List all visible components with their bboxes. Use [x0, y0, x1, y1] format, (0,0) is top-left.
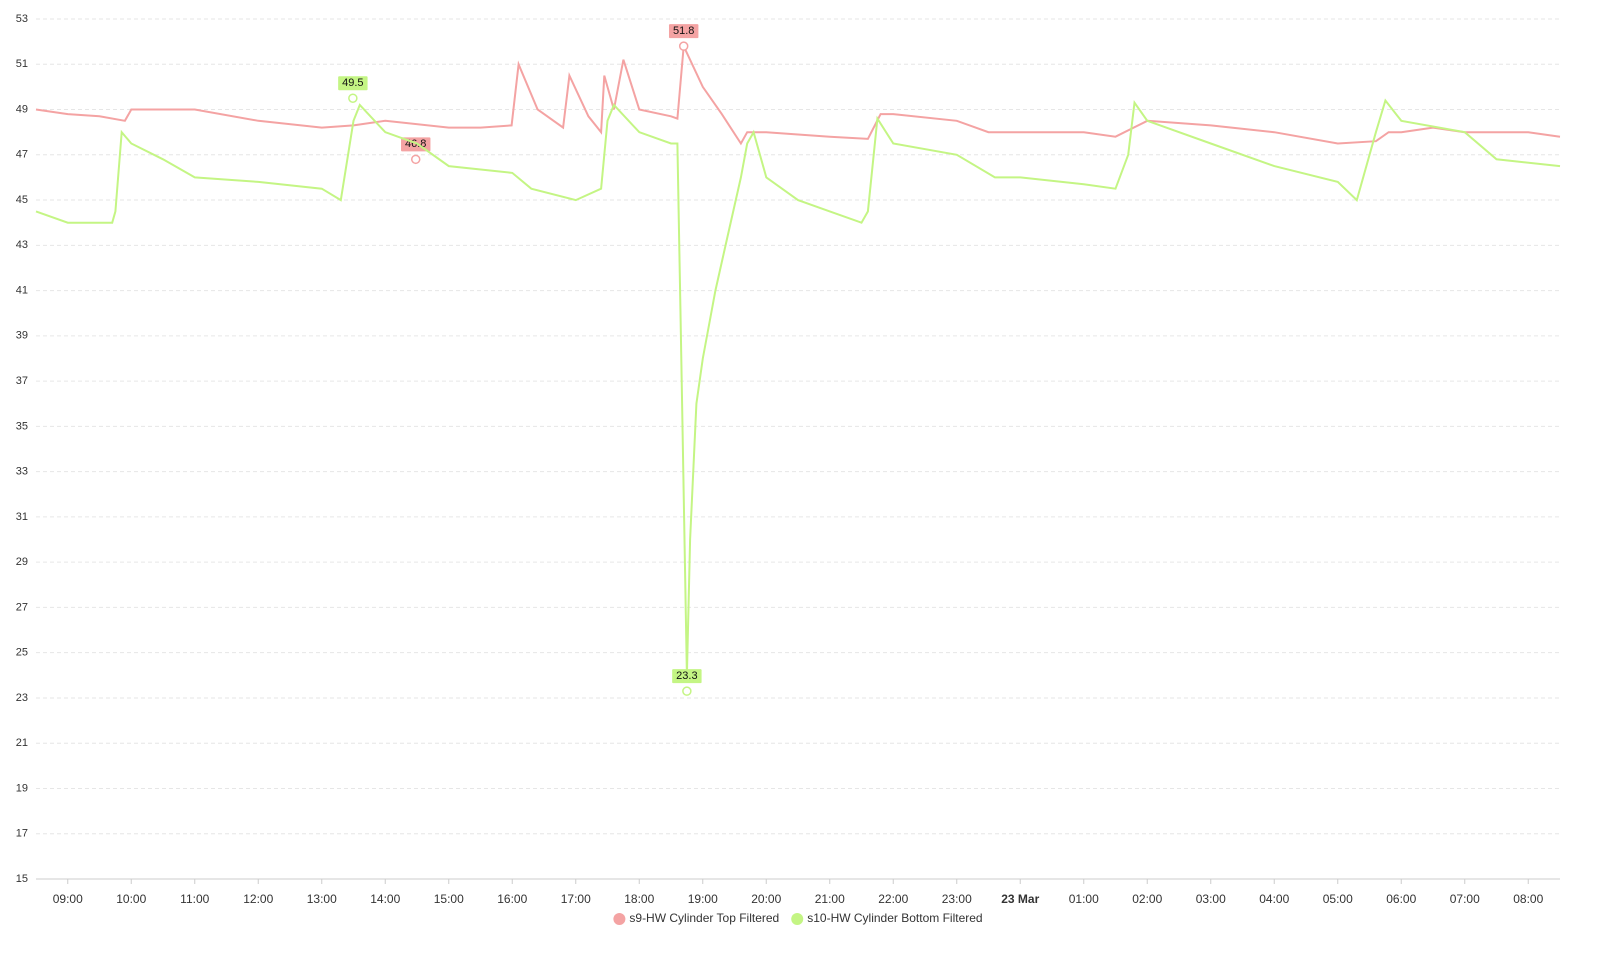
x-tick-label: 01:00 — [1069, 892, 1099, 906]
x-tick-label: 17:00 — [561, 892, 591, 906]
y-tick-label: 31 — [16, 511, 28, 523]
y-tick-label: 17 — [16, 828, 28, 840]
x-tick-label: 04:00 — [1259, 892, 1289, 906]
x-tick-label: 16:00 — [497, 892, 527, 906]
legend-swatch — [613, 913, 626, 925]
data-label-text: 49.5 — [342, 77, 363, 89]
y-tick-label: 23 — [16, 692, 28, 704]
legend-label: s10-HW Cylinder Bottom Filtered — [807, 911, 982, 925]
x-tick-label: 23 Mar — [1001, 892, 1039, 906]
x-tick-label: 19:00 — [688, 892, 718, 906]
x-tick-label: 03:00 — [1196, 892, 1226, 906]
x-tick-label: 15:00 — [434, 892, 464, 906]
x-tick-label: 02:00 — [1132, 892, 1162, 906]
legend-swatch — [791, 913, 804, 925]
x-tick-label: 13:00 — [307, 892, 337, 906]
data-label-box — [668, 24, 699, 39]
y-tick-label: 35 — [16, 420, 28, 432]
x-tick-label: 08:00 — [1513, 892, 1543, 906]
y-tick-label: 15 — [16, 873, 28, 885]
y-tick-label: 29 — [16, 556, 28, 568]
x-tick-label: 22:00 — [878, 892, 908, 906]
x-tick-label: 23:00 — [942, 892, 972, 906]
data-label: 23.3 — [672, 669, 702, 684]
y-tick-label: 41 — [16, 284, 28, 296]
data-label: 49.5 — [338, 76, 368, 91]
y-tick-label: 43 — [16, 239, 28, 251]
series-line — [35, 98, 1561, 676]
x-tick-label: 11:00 — [180, 892, 209, 906]
data-label-box — [338, 76, 368, 91]
marker — [348, 93, 358, 103]
marker — [682, 686, 692, 696]
series-line — [35, 42, 1561, 146]
y-tick-label: 53 — [16, 13, 28, 25]
x-tick-label: 05:00 — [1323, 892, 1353, 906]
y-tick-label: 45 — [16, 194, 28, 206]
y-tick-label: 19 — [16, 782, 28, 794]
data-label-text: 51.8 — [673, 25, 694, 37]
x-tick-label: 20:00 — [751, 892, 781, 906]
y-tick-label: 27 — [16, 601, 28, 613]
y-tick-label: 51 — [16, 58, 28, 70]
y-tick-label: 47 — [16, 149, 28, 161]
y-tick-label: 33 — [16, 466, 28, 478]
y-tick-label: 25 — [16, 647, 28, 659]
y-tick-label: 21 — [16, 737, 28, 749]
x-tick-label: 10:00 — [116, 892, 146, 906]
data-label-text: 23.3 — [676, 670, 697, 682]
legend-label: s9-HW Cylinder Top Filtered — [629, 911, 779, 925]
x-tick-label: 09:00 — [53, 892, 83, 906]
x-tick-label: 07:00 — [1450, 892, 1480, 906]
x-tick-label: 12:00 — [243, 892, 273, 906]
y-tick-label: 37 — [16, 375, 28, 387]
legend: s9-HW Cylinder Top Filtered s10-HW Cylind… — [613, 911, 983, 925]
x-tick-label: 06:00 — [1386, 892, 1416, 906]
x-tick-label: 21:00 — [815, 892, 845, 906]
y-tick-label: 39 — [16, 330, 28, 342]
x-tick-label: 14:00 — [370, 892, 400, 906]
y-tick-label: 49 — [16, 103, 28, 115]
data-label: 51.8 — [668, 24, 699, 39]
x-tick-label: 18:00 — [624, 892, 654, 906]
data-label-box — [672, 669, 702, 684]
marker — [678, 41, 689, 51]
marker — [410, 154, 421, 165]
